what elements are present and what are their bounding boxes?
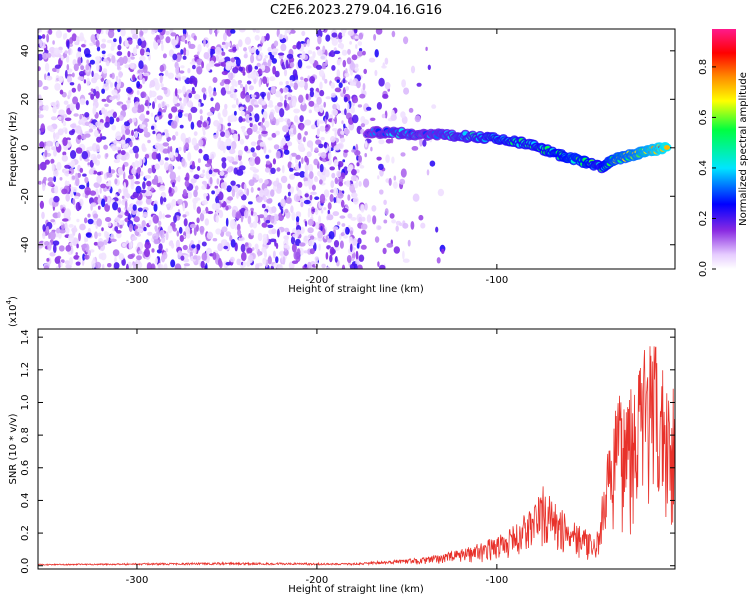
- colorbar-tick-label: 0.6: [698, 109, 709, 125]
- spectrogram-y-axis-label: Frequency (Hz): [8, 111, 19, 187]
- spectrogram-y-ticks: -40 -20 0 20 40: [20, 44, 675, 253]
- snr-multiplier-base: (x10: [8, 304, 19, 327]
- svg-text:(x104): (x104): [5, 296, 19, 327]
- y-tick-label: 0: [20, 145, 31, 151]
- snr-multiplier-exp: 4: [5, 299, 13, 304]
- y-tick-label: 1.2: [20, 362, 31, 378]
- spectrogram-x-ticks: -300 -200 -100: [126, 29, 509, 286]
- x-tick-label: -300: [126, 575, 149, 586]
- colorbar-tick-label: 0.8: [698, 59, 709, 75]
- y-tick-label: 0.8: [20, 427, 31, 443]
- snr-multiplier-close: ): [8, 296, 19, 300]
- snr-series-line: [38, 346, 675, 567]
- x-tick-label: -100: [486, 275, 509, 286]
- y-tick-label: 1.0: [20, 395, 31, 411]
- colorbar-gradient: [712, 29, 736, 269]
- snr-y-ticks: 0.0 0.2 0.4 0.6 0.8 1.0 1.2 1.4: [20, 329, 675, 574]
- colorbar-tick-label: 0.2: [698, 211, 709, 227]
- y-tick-label: 0.4: [20, 492, 31, 508]
- y-tick-label: 0.0: [20, 558, 31, 574]
- snr-multiplier: (x104): [5, 296, 19, 327]
- colorbar: 0.0 0.2 0.4 0.6 0.8 Normalized spectral ampl…: [698, 29, 749, 277]
- y-tick-label: 0.6: [20, 460, 31, 476]
- y-tick-label: -20: [20, 188, 31, 204]
- colorbar-tick-label: 0.0: [698, 261, 709, 277]
- y-tick-label: 1.4: [20, 329, 31, 345]
- snr-panel: -300 -200 -100 0.0 0.2 0.4 0.6 0.8 1.0 1.2 1.4 He…: [5, 296, 676, 595]
- y-tick-label: 40: [20, 44, 31, 57]
- x-tick-label: -100: [486, 575, 509, 586]
- colorbar-ticks: 0.0 0.2 0.4 0.6 0.8: [698, 59, 716, 277]
- x-tick-label: -300: [126, 275, 149, 286]
- chart-title: C2E6.2023.279.04.16.G16: [270, 3, 442, 18]
- y-tick-label: 0.2: [20, 525, 31, 541]
- snr-frame: [37, 328, 676, 570]
- x-tick-label: -200: [306, 275, 329, 286]
- spectrogram-frame: [37, 28, 676, 270]
- colorbar-tick-label: 0.4: [698, 160, 709, 176]
- snr-x-ticks: -300 -200 -100: [126, 329, 509, 586]
- y-tick-label: 20: [20, 93, 31, 106]
- colorbar-label: Normalized spectral amplitude: [738, 72, 749, 226]
- snr-plot-area: [38, 329, 675, 569]
- x-tick-label: -200: [306, 575, 329, 586]
- y-tick-label: -40: [20, 237, 31, 253]
- spectrogram-signal-ridge: [362, 125, 672, 174]
- spectrogram-x-axis-label: Height of straight line (km): [288, 284, 424, 295]
- spectrogram-noise: [38, 29, 446, 269]
- snr-y-axis-label: SNR (10 * v/v): [8, 413, 19, 484]
- snr-x-axis-label: Height of straight line (km): [288, 584, 424, 595]
